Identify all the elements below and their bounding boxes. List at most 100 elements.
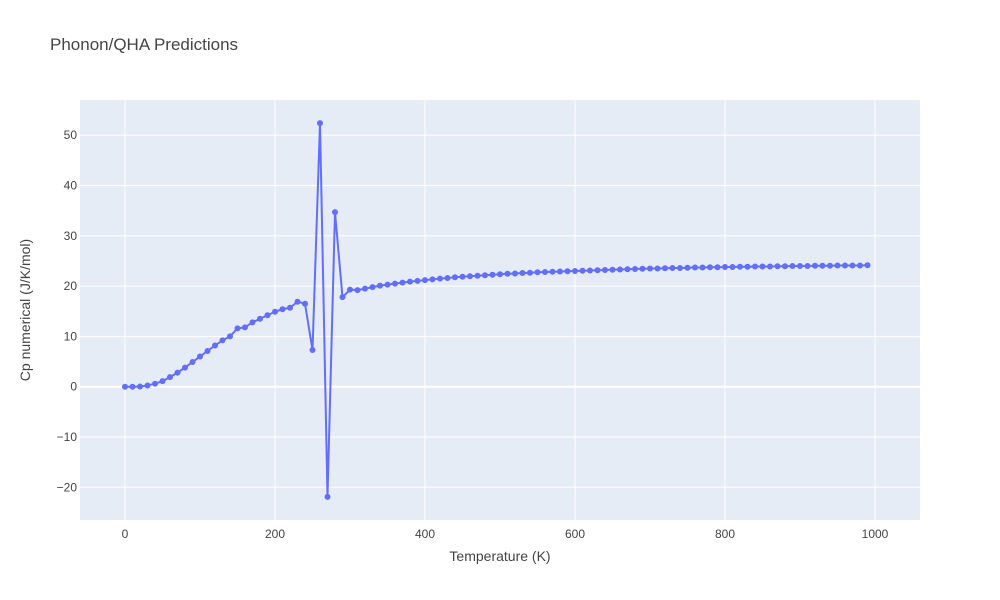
- data-point[interactable]: [632, 266, 638, 273]
- data-point[interactable]: [707, 264, 713, 271]
- data-point[interactable]: [497, 271, 503, 278]
- data-point[interactable]: [789, 262, 796, 269]
- data-point[interactable]: [857, 262, 863, 269]
- data-point[interactable]: [654, 265, 661, 272]
- data-point[interactable]: [362, 285, 368, 292]
- data-point[interactable]: [489, 271, 496, 278]
- data-point[interactable]: [422, 277, 428, 284]
- data-point[interactable]: [414, 277, 421, 284]
- data-point[interactable]: [804, 262, 811, 269]
- data-point[interactable]: [339, 294, 346, 301]
- data-point[interactable]: [692, 264, 698, 271]
- data-point[interactable]: [617, 266, 623, 273]
- data-point[interactable]: [609, 266, 616, 273]
- data-point[interactable]: [564, 268, 571, 275]
- data-point[interactable]: [467, 273, 473, 280]
- data-point[interactable]: [549, 268, 556, 275]
- data-point[interactable]: [159, 378, 166, 385]
- data-point[interactable]: [572, 268, 578, 275]
- data-point[interactable]: [122, 383, 128, 390]
- data-point[interactable]: [204, 347, 211, 354]
- data-point[interactable]: [782, 263, 788, 270]
- data-point[interactable]: [542, 269, 548, 276]
- data-point[interactable]: [722, 263, 728, 270]
- data-point[interactable]: [302, 300, 308, 307]
- data-point[interactable]: [272, 308, 278, 315]
- data-point[interactable]: [324, 493, 331, 500]
- data-point[interactable]: [287, 304, 293, 311]
- data-point[interactable]: [759, 263, 766, 270]
- data-point[interactable]: [129, 383, 136, 390]
- data-point[interactable]: [384, 281, 391, 288]
- data-point[interactable]: [459, 273, 466, 280]
- data-point[interactable]: [812, 262, 818, 269]
- data-point[interactable]: [437, 275, 443, 282]
- data-point[interactable]: [527, 269, 533, 276]
- data-point[interactable]: [189, 359, 196, 366]
- data-point[interactable]: [684, 264, 691, 271]
- data-point[interactable]: [864, 262, 871, 269]
- data-point[interactable]: [729, 263, 736, 270]
- data-point[interactable]: [519, 270, 526, 277]
- data-point[interactable]: [752, 263, 758, 270]
- data-point[interactable]: [429, 276, 436, 283]
- data-point[interactable]: [797, 262, 803, 269]
- data-point[interactable]: [354, 287, 361, 294]
- data-point[interactable]: [234, 325, 241, 332]
- data-point[interactable]: [482, 272, 488, 279]
- data-point[interactable]: [699, 264, 706, 271]
- data-point[interactable]: [219, 337, 226, 344]
- data-point[interactable]: [579, 267, 586, 274]
- data-point[interactable]: [174, 369, 181, 376]
- data-point[interactable]: [624, 266, 631, 273]
- data-point[interactable]: [317, 120, 323, 127]
- data-point[interactable]: [647, 265, 653, 272]
- data-point[interactable]: [197, 353, 203, 360]
- data-point[interactable]: [392, 280, 398, 287]
- data-point[interactable]: [227, 333, 233, 340]
- data-point[interactable]: [152, 380, 158, 387]
- data-point[interactable]: [257, 315, 263, 322]
- data-point[interactable]: [587, 267, 593, 274]
- data-point[interactable]: [534, 269, 541, 276]
- data-point[interactable]: [332, 209, 338, 216]
- data-point[interactable]: [474, 272, 481, 279]
- data-point[interactable]: [774, 263, 781, 270]
- data-point[interactable]: [767, 263, 773, 270]
- data-point[interactable]: [714, 264, 721, 271]
- data-point[interactable]: [249, 319, 256, 326]
- data-point[interactable]: [662, 265, 668, 272]
- data-point[interactable]: [594, 267, 601, 274]
- data-point[interactable]: [557, 268, 563, 275]
- data-point[interactable]: [137, 383, 143, 390]
- data-point[interactable]: [819, 262, 826, 269]
- data-point[interactable]: [744, 263, 751, 270]
- data-point[interactable]: [294, 298, 301, 305]
- data-point[interactable]: [347, 286, 353, 293]
- data-point[interactable]: [669, 265, 676, 271]
- data-point[interactable]: [504, 270, 511, 277]
- data-point[interactable]: [167, 374, 173, 381]
- data-point[interactable]: [369, 284, 376, 291]
- data-point[interactable]: [737, 263, 743, 270]
- data-point[interactable]: [677, 265, 683, 271]
- data-point[interactable]: [849, 262, 856, 269]
- data-point[interactable]: [834, 262, 841, 269]
- data-point[interactable]: [842, 262, 848, 269]
- data-point[interactable]: [444, 275, 451, 282]
- data-point[interactable]: [639, 265, 646, 272]
- data-point[interactable]: [242, 324, 248, 331]
- data-point[interactable]: [377, 282, 383, 289]
- data-point[interactable]: [512, 270, 518, 277]
- data-point[interactable]: [144, 382, 151, 389]
- data-point[interactable]: [399, 279, 406, 286]
- data-point[interactable]: [827, 262, 833, 269]
- data-point[interactable]: [452, 274, 458, 281]
- data-point[interactable]: [279, 306, 286, 313]
- data-point[interactable]: [182, 364, 188, 371]
- data-point[interactable]: [602, 267, 608, 274]
- data-point[interactable]: [309, 346, 316, 353]
- data-point[interactable]: [264, 312, 271, 319]
- data-point[interactable]: [212, 342, 218, 349]
- data-point[interactable]: [407, 278, 413, 285]
